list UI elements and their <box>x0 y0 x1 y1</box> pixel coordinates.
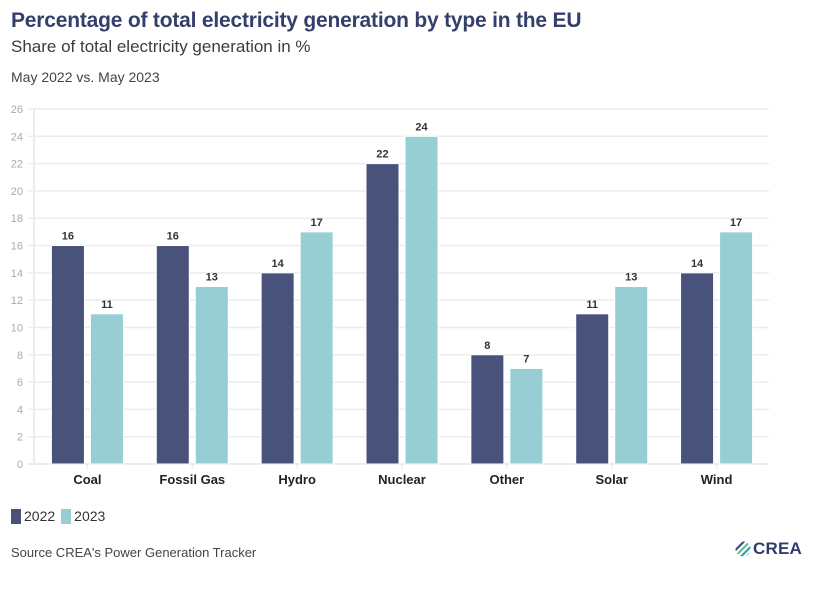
x-tick-label: Hydro <box>278 472 316 487</box>
x-tick-label: Solar <box>595 472 628 487</box>
bar-2022-hydro <box>260 272 295 465</box>
legend-item-2022[interactable]: 2022 <box>11 508 55 524</box>
data-label: 16 <box>167 231 179 243</box>
chart-title: Percentage of total electricity generati… <box>11 9 582 32</box>
x-tick-label: Other <box>490 472 525 487</box>
x-tick-label: Coal <box>73 472 101 487</box>
source-note: Source CREA's Power Generation Tracker <box>11 545 257 560</box>
legend-label-2022: 2022 <box>24 508 56 524</box>
data-label: 17 <box>730 217 742 229</box>
data-label: 11 <box>586 299 598 311</box>
chart-period: May 2022 vs. May 2023 <box>11 69 160 85</box>
x-tick-label: Nuclear <box>378 472 426 487</box>
data-label: 16 <box>62 231 74 243</box>
value-labels: 16 11 16 13 14 17 22 24 8 7 11 13 14 17 <box>62 121 742 365</box>
y-tick-label: 22 <box>11 159 23 171</box>
data-label: 11 <box>101 299 113 311</box>
y-tick-label: 12 <box>11 295 23 307</box>
chart-subtitle: Share of total electricity generation in… <box>11 37 311 56</box>
bar-2022-solar <box>575 313 610 465</box>
data-label: 14 <box>272 258 285 270</box>
bar-2022-nuclear <box>365 163 400 465</box>
y-tick-label: 8 <box>17 350 23 362</box>
data-label: 13 <box>206 272 218 284</box>
bar-2023-hydro <box>299 231 334 465</box>
x-tick-label: Fossil Gas <box>159 472 225 487</box>
data-label: 13 <box>625 272 637 284</box>
data-label: 22 <box>376 149 388 161</box>
x-axis: Coal Fossil Gas Hydro Nuclear Other Solar Wind <box>73 464 732 487</box>
legend-label-2023: 2023 <box>74 508 106 524</box>
bar-2022-wind <box>680 272 715 465</box>
legend-item-2023[interactable]: 2023 <box>61 508 105 524</box>
legend-swatch-2023 <box>61 508 72 524</box>
y-tick-label: 2 <box>17 432 23 444</box>
bar-2023-fossil-gas <box>194 286 229 465</box>
data-label: 24 <box>415 121 428 133</box>
bar-2023-solar <box>614 286 649 465</box>
crea-logo[interactable]: CREA <box>735 539 802 559</box>
crea-logo-icon <box>735 541 751 557</box>
y-tick-label: 18 <box>11 213 23 225</box>
bar-2022-coal <box>50 245 85 465</box>
y-tick-label: 4 <box>17 404 23 416</box>
bar-2023-nuclear <box>404 135 439 465</box>
y-tick-label: 0 <box>17 459 23 471</box>
bar-2022-other <box>470 354 505 465</box>
bar-2023-other <box>509 367 544 465</box>
y-tick-label: 26 <box>11 104 23 116</box>
x-tick-label: Wind <box>701 472 733 487</box>
legend-swatch-2022 <box>11 508 21 524</box>
bar-2023-coal <box>89 313 124 465</box>
y-tick-label: 10 <box>11 322 23 334</box>
crea-logo-text: CREA <box>753 539 802 558</box>
y-tick-label: 16 <box>11 241 23 253</box>
bar-2022-fossil-gas <box>155 245 190 465</box>
data-label: 7 <box>523 353 529 365</box>
y-tick-label: 20 <box>11 186 23 198</box>
bars <box>50 135 754 465</box>
y-tick-label: 6 <box>17 377 23 389</box>
legend: 2022 2023 <box>11 508 111 524</box>
data-label: 8 <box>484 340 490 352</box>
data-label: 14 <box>691 258 704 270</box>
y-tick-label: 14 <box>11 268 23 280</box>
bar-2023-wind <box>719 231 754 465</box>
data-label: 17 <box>311 217 323 229</box>
y-tick-label: 24 <box>11 131 23 143</box>
